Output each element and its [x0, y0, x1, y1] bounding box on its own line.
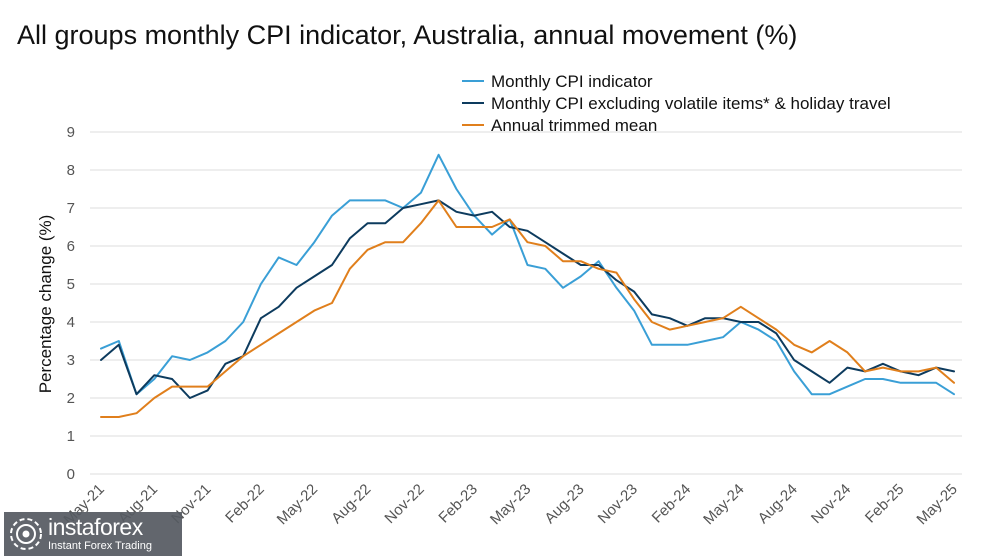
legend-label: Monthly CPI excluding volatile items* & …: [491, 94, 891, 113]
y-axis-title: Percentage change (%): [36, 215, 55, 394]
legend: Monthly CPI indicator Monthly CPI excludi…: [462, 72, 891, 135]
y-tick-label: 6: [67, 238, 75, 255]
x-tick-label: Aug-22: [328, 481, 374, 527]
x-tick-label: May-24: [700, 481, 747, 528]
y-tick-label: 9: [67, 124, 75, 141]
y-tick-label: 4: [67, 314, 75, 331]
x-tick-label: Feb-24: [649, 481, 695, 527]
x-tick-label: Aug-24: [755, 481, 801, 527]
x-tick-label: Nov-23: [595, 481, 641, 527]
series-lines: [100, 153, 955, 418]
watermark-brand: instaforex: [48, 514, 143, 540]
x-tick-label: Nov-24: [808, 481, 854, 527]
watermark: instaforex Instant Forex Trading: [4, 512, 182, 556]
x-tick-label: Nov-22: [381, 481, 427, 527]
x-tick-label: May-25: [913, 481, 960, 528]
x-tick-label: Feb-25: [862, 481, 908, 527]
x-tick-label: Feb-22: [222, 481, 268, 527]
series-line-1: [100, 153, 955, 396]
y-tick-label: 7: [67, 200, 75, 217]
y-tick-label: 8: [67, 162, 75, 179]
x-tick-label: May-22: [274, 481, 321, 528]
grid-lines: [90, 131, 962, 475]
legend-label: Annual trimmed mean: [491, 116, 657, 135]
x-tick-label: Aug-23: [541, 481, 587, 527]
instaforex-logo-icon: [10, 518, 42, 550]
y-tick-label: 5: [67, 276, 75, 293]
x-tick-label: Feb-23: [435, 481, 481, 527]
x-tick-label: May-23: [487, 481, 534, 528]
x-axis-ticks: May-21 Aug-21 Nov-21 Feb-22 May-22 Aug-22 Nov-…: [60, 481, 960, 528]
legend-label: Monthly CPI indicator: [491, 72, 653, 91]
y-tick-label: 3: [67, 352, 75, 369]
watermark-tagline: Instant Forex Trading: [48, 540, 152, 552]
y-tick-label: 2: [67, 390, 75, 407]
y-tick-label: 0: [67, 466, 75, 483]
y-tick-label: 1: [67, 428, 75, 445]
y-axis-ticks: 0 1 2 3 4 5 6 7 8 9: [67, 124, 75, 483]
chart-title: All groups monthly CPI indicator, Austra…: [17, 20, 798, 50]
series-line-3: [100, 199, 955, 418]
